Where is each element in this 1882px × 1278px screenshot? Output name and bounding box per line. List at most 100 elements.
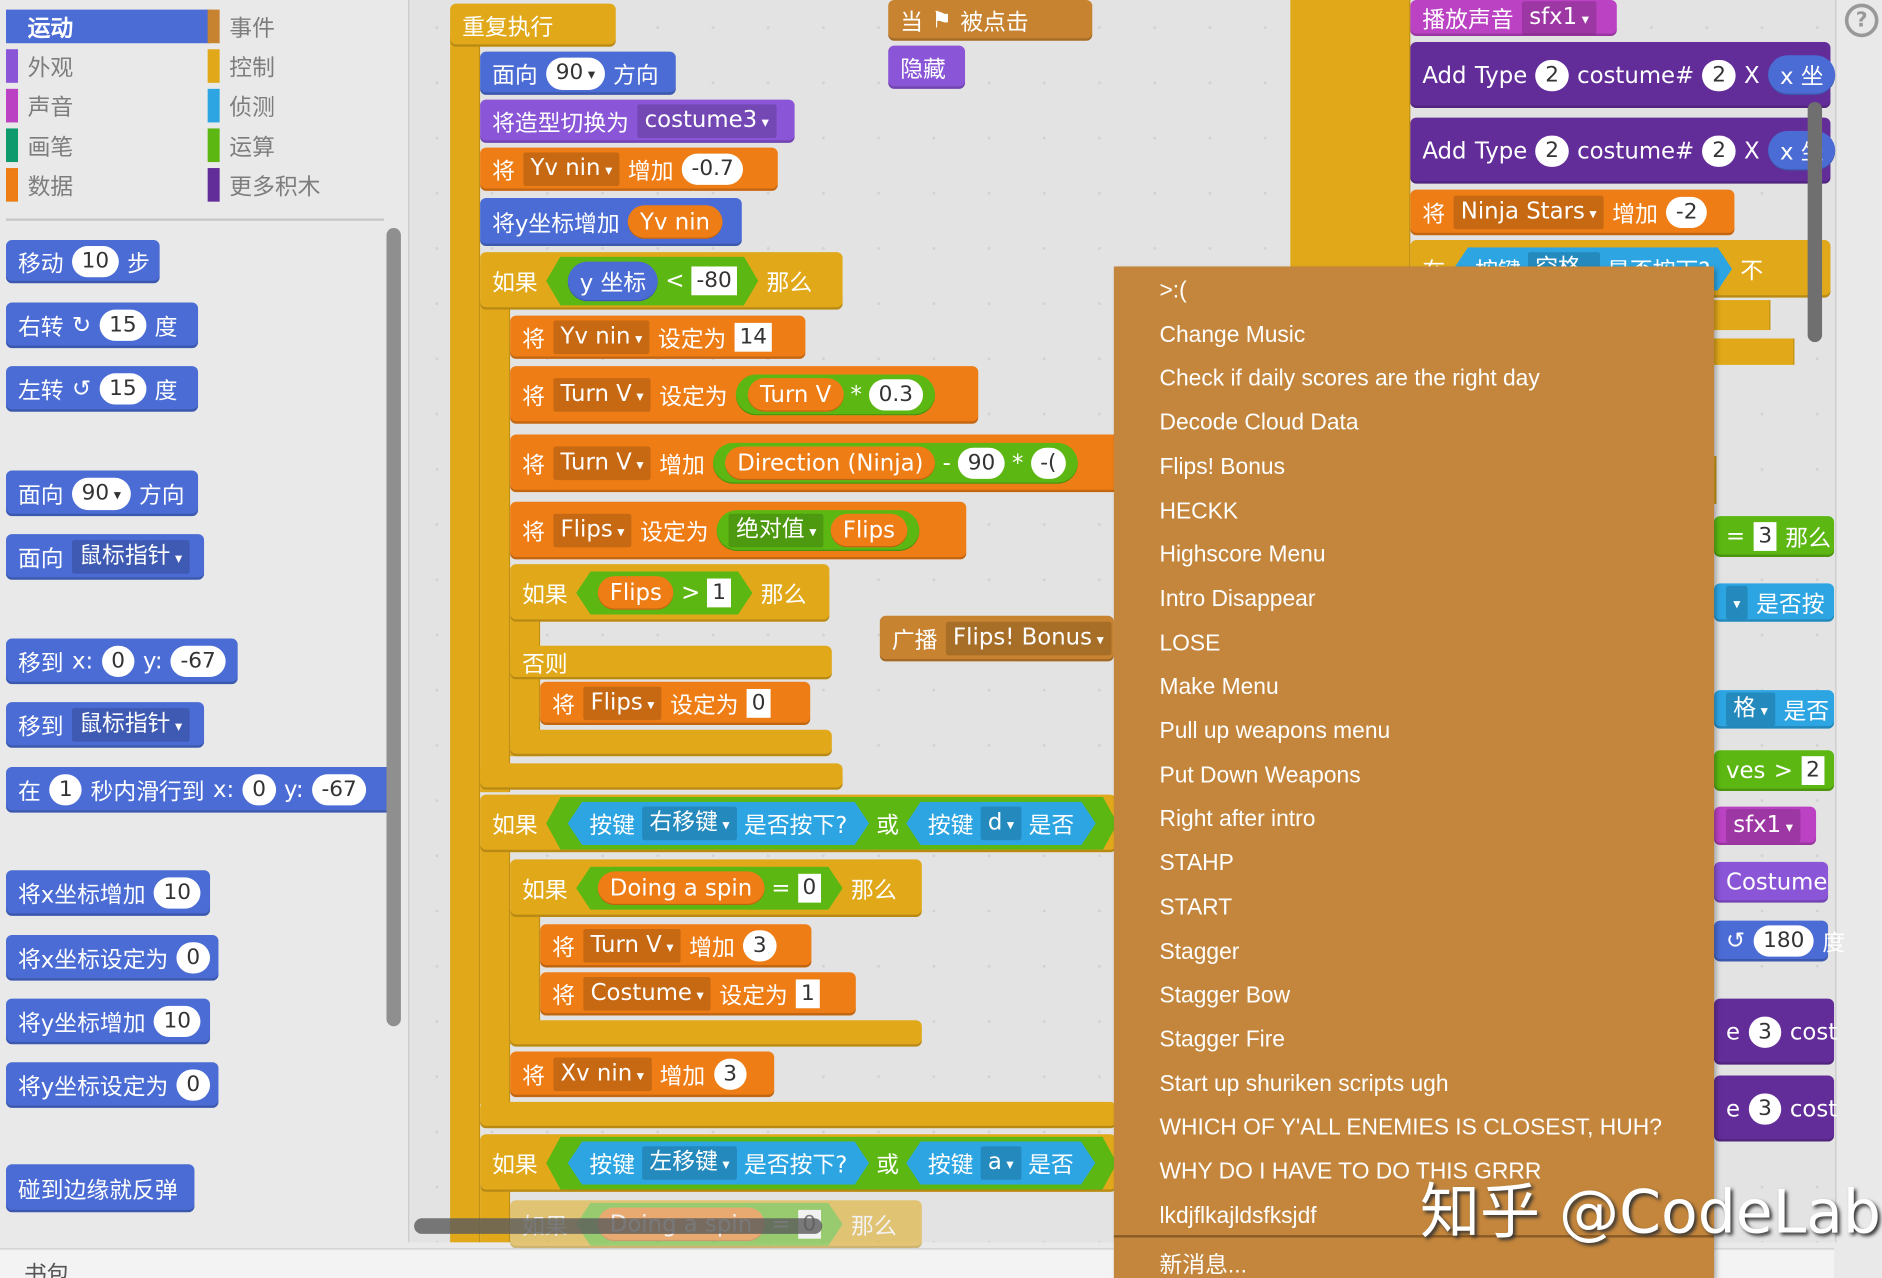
reporter-block[interactable]: x 坐 bbox=[1768, 55, 1836, 95]
reporter-block[interactable]: Direction (Ninja) -90 * -( bbox=[713, 442, 1079, 484]
help-button[interactable]: ? bbox=[1844, 3, 1879, 38]
dropdown-input[interactable]: Flips bbox=[553, 513, 632, 548]
number-input[interactable]: 90 bbox=[72, 477, 131, 510]
boolean-block[interactable]: 按键左移键是否按下? bbox=[568, 1141, 869, 1184]
forever-block[interactable]: 重复执行 bbox=[450, 3, 616, 47]
dropdown-input[interactable]: Yv nin bbox=[523, 152, 620, 187]
number-input[interactable]: 1 bbox=[49, 774, 83, 806]
category-sensing[interactable]: 侦测 bbox=[207, 88, 275, 123]
boolean-block[interactable]: 按键a是否 bbox=[906, 1141, 1095, 1184]
reporter-block[interactable]: x 坐 bbox=[1768, 130, 1836, 171]
dropdown-input[interactable]: 右移键 bbox=[642, 807, 737, 841]
if-block[interactable]: 如果按键左移键是否按下?或按键a是否 bbox=[480, 1134, 1116, 1192]
bounce-on-edge-block[interactable]: 碰到边缘就反弹 bbox=[6, 1164, 195, 1213]
menu-item[interactable]: Pull up weapons menu bbox=[1159, 718, 1391, 745]
number-input[interactable]: 3 bbox=[743, 930, 777, 962]
boolean-block[interactable]: 按键右移键是否按下? bbox=[568, 802, 869, 845]
menu-item[interactable]: Right after intro bbox=[1159, 807, 1316, 833]
if-end[interactable] bbox=[510, 1020, 922, 1047]
boolean-block[interactable]: 按键左移键是否按下?或按键a是否 bbox=[546, 1137, 1117, 1190]
move-steps-block[interactable]: 移动 10 步 bbox=[6, 240, 160, 284]
menu-item[interactable]: Flips! Bonus bbox=[1159, 454, 1285, 480]
if-block[interactable]: 如果 Flips >1 那么 bbox=[510, 564, 830, 622]
set-y-block[interactable]: 将y坐标设定为 0 bbox=[6, 1062, 219, 1108]
number-input[interactable]: -0.7 bbox=[681, 153, 744, 185]
category-pen[interactable]: 画笔 bbox=[6, 128, 73, 163]
set-x-block[interactable]: 将x坐标设定为 0 bbox=[6, 935, 219, 981]
dropdown-input[interactable]: Flips! Bonus bbox=[945, 621, 1112, 656]
menu-item[interactable]: Change Music bbox=[1159, 322, 1306, 348]
glide-block[interactable]: 在 1 秒内滑行到 x: 0 y: -67 bbox=[6, 766, 393, 813]
number-input[interactable]: 90 bbox=[546, 57, 605, 90]
dropdown-input[interactable]: Turn V bbox=[553, 446, 651, 481]
menu-item[interactable]: Stagger Bow bbox=[1159, 983, 1291, 1009]
text-input[interactable]: 2 bbox=[1801, 756, 1825, 785]
number-input[interactable]: 10 bbox=[72, 246, 119, 278]
change-variable-block[interactable]: 将 Yv nin增加-0.7 bbox=[480, 147, 778, 191]
boolean-block[interactable]: Flips >1 bbox=[576, 571, 752, 614]
reporter-block[interactable]: Yv nin bbox=[628, 205, 722, 239]
costume-fragment[interactable]: Costume bbox=[1714, 861, 1829, 903]
reporter-block[interactable]: Direction (Ninja) bbox=[725, 446, 936, 481]
menu-item[interactable]: Put Down Weapons bbox=[1159, 763, 1361, 789]
play-sound-block[interactable]: 播放声音 sfx1 bbox=[1410, 0, 1617, 37]
category-operators[interactable]: 运算 bbox=[207, 128, 275, 163]
reporter-block[interactable]: Turn V bbox=[748, 378, 844, 412]
change-variable-block[interactable]: 将 Turn V 增加 Direction (Ninja)-90 *-( bbox=[510, 434, 1123, 493]
dropdown-input[interactable]: costume3 bbox=[637, 104, 777, 139]
dropdown-input[interactable]: Costume bbox=[583, 977, 711, 1011]
number-input[interactable]: 3 bbox=[1748, 1092, 1782, 1125]
number-input[interactable]: 2 bbox=[1702, 135, 1736, 167]
menu-item[interactable]: Stagger bbox=[1159, 939, 1240, 965]
menu-item[interactable]: START bbox=[1159, 895, 1233, 921]
turn-left-block[interactable]: 左转 ↺ 15 度 bbox=[6, 366, 199, 412]
greater-fragment[interactable]: ves >2 bbox=[1714, 750, 1835, 791]
text-input[interactable]: 3 bbox=[1753, 522, 1777, 551]
sound-fragment[interactable]: sfx1 bbox=[1714, 806, 1817, 846]
dropdown-input[interactable] bbox=[1726, 585, 1748, 620]
category-events[interactable]: 事件 bbox=[207, 9, 275, 44]
go-to-xy-block[interactable]: 移到 x: 0 y: -67 bbox=[6, 638, 238, 685]
point-towards-block[interactable]: 面向 鼠标指针 bbox=[6, 534, 205, 580]
reporter-block[interactable]: Turn V * 0.3 bbox=[736, 374, 935, 416]
dropdown-input[interactable]: 左移键 bbox=[642, 1146, 737, 1180]
dropdown-input[interactable]: 格 bbox=[1726, 692, 1776, 727]
number-input[interactable]: 2 bbox=[1535, 135, 1569, 167]
menu-item[interactable]: Intro Disappear bbox=[1159, 586, 1316, 613]
boolean-block[interactable]: 按键 d是否 bbox=[906, 802, 1096, 845]
hide-block[interactable]: 隐藏 bbox=[888, 45, 966, 89]
menu-item[interactable]: Make Menu bbox=[1159, 674, 1279, 701]
number-input[interactable]: 10 bbox=[153, 877, 201, 909]
broadcast-block[interactable]: 广播 Flips! Bonus bbox=[879, 615, 1114, 662]
change-variable-block[interactable]: 将 Ninja Stars 增加 -2 bbox=[1410, 189, 1735, 236]
reporter-block[interactable]: Doing a spin bbox=[598, 871, 764, 905]
text-input[interactable]: 14 bbox=[734, 322, 772, 352]
reporter-block[interactable]: 绝对值 Flips bbox=[716, 510, 919, 551]
key-pressed-fragment[interactable]: 是否按 bbox=[1714, 583, 1835, 622]
horizontal-scrollbar[interactable] bbox=[414, 1218, 823, 1234]
turn-fragment[interactable]: ↺ 180 度 bbox=[1714, 920, 1845, 962]
reporter-block[interactable]: y 坐标 bbox=[568, 261, 658, 301]
change-y-block[interactable]: 将y坐标增加 10 bbox=[6, 998, 211, 1045]
change-x-block[interactable]: 将x坐标增加 10 bbox=[6, 870, 211, 916]
number-input[interactable]: 3 bbox=[1748, 1016, 1782, 1048]
dropdown-input[interactable]: d bbox=[981, 807, 1022, 841]
else-label[interactable]: 否则 bbox=[510, 645, 832, 680]
reporter-block[interactable]: Flips bbox=[598, 576, 674, 610]
dropdown-input[interactable]: 鼠标指针 bbox=[72, 540, 190, 574]
menu-item[interactable]: >:( bbox=[1159, 278, 1187, 304]
number-input[interactable]: 0 bbox=[176, 942, 210, 974]
menu-item[interactable]: lkdjflkajldsfksjdf bbox=[1159, 1203, 1317, 1229]
boolean-block[interactable]: 按键右移键是否按下?或按键d是否 bbox=[546, 797, 1117, 850]
if-end[interactable] bbox=[480, 1101, 1117, 1129]
reporter-block[interactable]: Flips bbox=[830, 513, 907, 548]
switch-costume-block[interactable]: 将造型切换为 costume3 bbox=[480, 99, 795, 143]
number-input[interactable]: -( bbox=[1030, 447, 1067, 479]
category-more[interactable]: 更多积木 bbox=[207, 168, 320, 202]
menu-item[interactable]: Start up shuriken scripts ugh bbox=[1159, 1071, 1449, 1097]
text-input[interactable]: 0 bbox=[798, 874, 821, 903]
point-direction-block[interactable]: 面向 90 方向 bbox=[480, 51, 676, 95]
